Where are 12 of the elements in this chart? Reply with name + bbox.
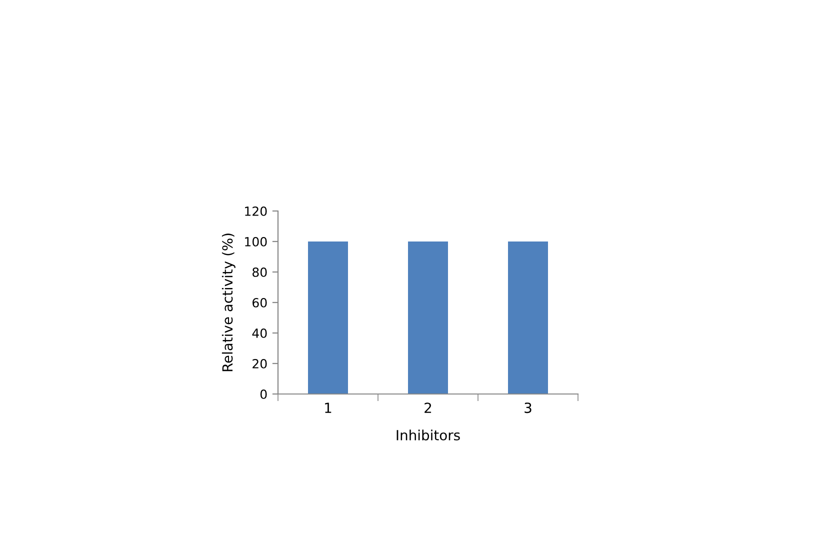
- x-tick-label: 3: [524, 402, 532, 414]
- x-tick-label: 1: [325, 402, 332, 413]
- y-tick-label: 60: [252, 298, 267, 308]
- y-tick-label: 100: [245, 236, 267, 246]
- y-tick-label: 80: [252, 267, 267, 277]
- y-tick-label: 0: [260, 389, 267, 399]
- x-tick-label: 2: [424, 402, 432, 413]
- y-tick-label: 120: [245, 206, 267, 216]
- y-tick-label: 40: [252, 328, 267, 338]
- y-axis-title: Relative activity (%): [222, 234, 236, 372]
- y-tick-label: 20: [252, 358, 267, 368]
- x-axis-title: Inhibitors: [396, 430, 460, 440]
